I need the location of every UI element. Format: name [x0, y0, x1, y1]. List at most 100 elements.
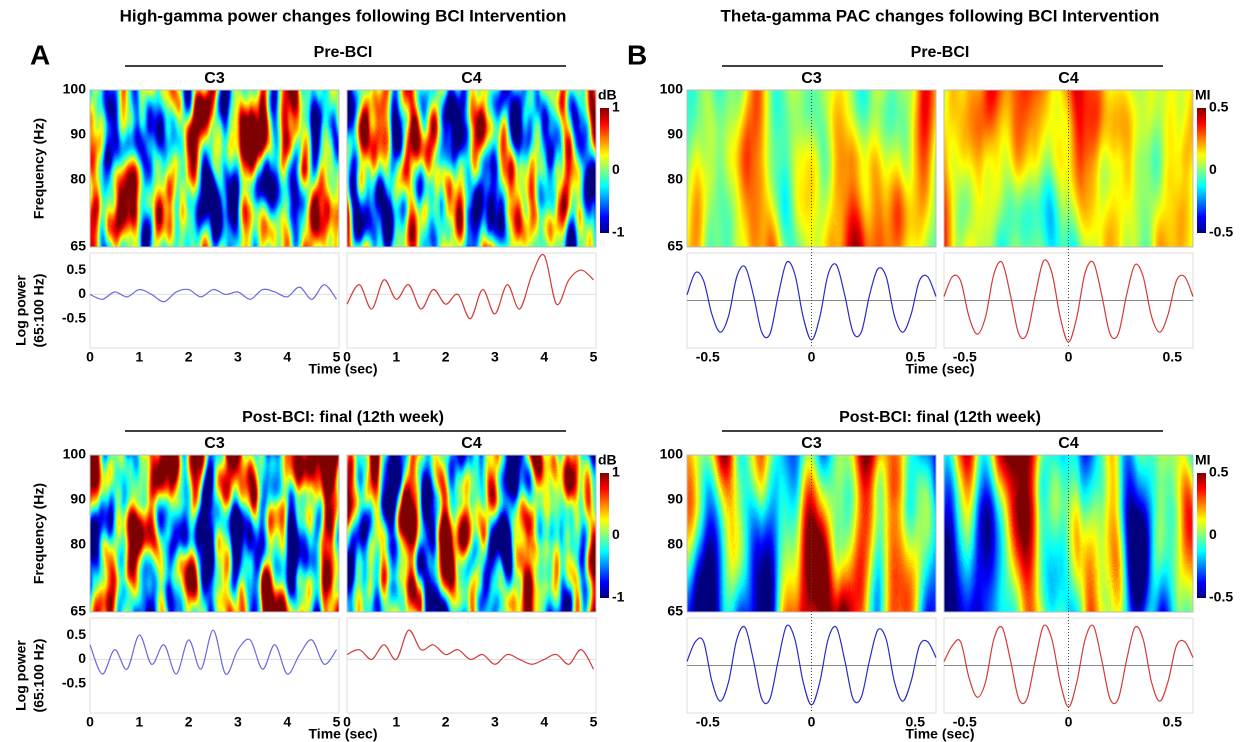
channel-label: C4: [461, 70, 482, 87]
trace-y-tick-label: 0.5: [67, 261, 87, 277]
x-tick-label: 0.5: [906, 714, 926, 730]
x-tick-label: 0: [343, 714, 351, 730]
x-tick-label: 5: [590, 349, 598, 365]
x-tick-label: 4: [283, 349, 291, 365]
colorbar-label: dB: [598, 87, 617, 103]
row-title: Pre-BCI: [314, 44, 373, 61]
colorbar: [1197, 473, 1206, 598]
colorbar-tick-label: 0: [612, 526, 620, 542]
heatmap: [90, 455, 339, 612]
x-tick-label: 0: [343, 349, 351, 365]
y-tick-label: 100: [660, 446, 684, 462]
panel-title: Theta-gamma PAC changes following BCI In…: [721, 6, 1160, 25]
x-tick-label: 2: [185, 349, 193, 365]
trace-line: [89, 629, 338, 675]
colorbar-label: MI: [1195, 452, 1211, 468]
trace-line: [686, 261, 937, 341]
heatmap: [90, 90, 339, 247]
y-tick-label: 65: [667, 603, 683, 619]
channel-label: C4: [1058, 435, 1079, 452]
colorbar: [600, 473, 609, 598]
heatmap: [347, 455, 596, 612]
trace-line: [943, 624, 1194, 708]
y-tick-label: 65: [667, 238, 683, 254]
x-tick-label: 1: [392, 714, 400, 730]
colorbar-tick-label: 0: [1209, 161, 1217, 177]
trace-line: [943, 259, 1194, 343]
x-tick-label: 3: [491, 349, 499, 365]
x-tick-label: -0.5: [953, 714, 977, 730]
channel-label: C3: [801, 435, 822, 452]
heatmap-frame: [346, 89, 597, 248]
colorbar-tick-label: -0.5: [1209, 589, 1233, 605]
channel-label: C4: [1058, 70, 1079, 87]
colorbar-tick-label: 0.5: [1209, 99, 1229, 115]
colorbar-tick-label: -0.5: [1209, 224, 1233, 240]
x-tick-label: 3: [234, 714, 242, 730]
y-tick-label: 90: [70, 126, 86, 142]
x-tick-label: -0.5: [953, 349, 977, 365]
colorbar: [600, 108, 609, 233]
colorbar-tick-label: 0.5: [1209, 464, 1229, 480]
x-tick-label: 4: [540, 714, 548, 730]
y-tick-label: 90: [70, 491, 86, 507]
colorbar: [1197, 108, 1206, 233]
heatmap-frame: [346, 454, 597, 613]
y-tick-label: 90: [667, 491, 683, 507]
x-axis-label: Time (sec): [309, 361, 378, 377]
x-tick-label: 3: [234, 349, 242, 365]
x-tick-label: 5: [590, 714, 598, 730]
x-tick-label: 0: [808, 714, 816, 730]
colorbar-label: dB: [598, 452, 617, 468]
trace-frame: [346, 617, 597, 714]
trace-y-tick-label: 0: [78, 285, 86, 301]
y-axis-label: Frequency (Hz): [31, 483, 47, 584]
colorbar-tick-label: 0: [612, 161, 620, 177]
trace-y-label: Log power: [13, 640, 29, 711]
x-tick-label: -0.5: [696, 349, 720, 365]
trace-y-tick-label: 0: [78, 650, 86, 666]
panel-title: High-gamma power changes following BCI I…: [120, 6, 567, 25]
x-tick-label: 1: [135, 714, 143, 730]
trace-line: [686, 624, 937, 706]
x-axis-label: Time (sec): [906, 726, 975, 742]
x-tick-label: 2: [442, 349, 450, 365]
colorbar-tick-label: 1: [612, 99, 620, 115]
channel-label: C3: [204, 435, 225, 452]
trace-y-label: Log power: [13, 275, 29, 346]
channel-label: C3: [204, 70, 225, 87]
row-title: Pre-BCI: [911, 44, 970, 61]
colorbar-tick-label: -1: [612, 589, 625, 605]
x-tick-label: 5: [333, 714, 341, 730]
x-tick-label: 0: [1065, 714, 1073, 730]
trace-frame: [89, 252, 340, 349]
x-tick-label: 0: [808, 349, 816, 365]
trace-line: [89, 284, 338, 303]
heatmap-frame: [89, 454, 340, 613]
x-tick-label: 0.5: [1163, 349, 1183, 365]
channel-label: C3: [801, 70, 822, 87]
channel-label: C4: [461, 435, 482, 452]
colorbar-tick-label: 1: [612, 464, 620, 480]
x-tick-label: 0.5: [906, 349, 926, 365]
y-axis-label: Frequency (Hz): [31, 118, 47, 219]
colorbar-tick-label: -1: [612, 224, 625, 240]
panel-letter: B: [627, 39, 647, 70]
trace-y-label: (65:100 Hz): [31, 274, 47, 348]
panel-letter: A: [30, 39, 50, 70]
colorbar-label: MI: [1195, 87, 1211, 103]
trace-y-tick-label: -0.5: [62, 674, 86, 690]
y-tick-label: 80: [667, 170, 683, 186]
x-tick-label: 0: [86, 714, 94, 730]
x-axis-label: Time (sec): [906, 361, 975, 377]
trace-y-tick-label: 0.5: [67, 626, 87, 642]
x-tick-label: 1: [392, 349, 400, 365]
x-tick-label: 5: [333, 349, 341, 365]
x-tick-label: 4: [540, 349, 548, 365]
y-tick-label: 65: [70, 603, 86, 619]
y-tick-label: 65: [70, 238, 86, 254]
trace-line: [346, 253, 594, 320]
heatmap-frame: [89, 89, 340, 248]
trace-y-tick-label: -0.5: [62, 309, 86, 325]
y-tick-label: 90: [667, 126, 683, 142]
